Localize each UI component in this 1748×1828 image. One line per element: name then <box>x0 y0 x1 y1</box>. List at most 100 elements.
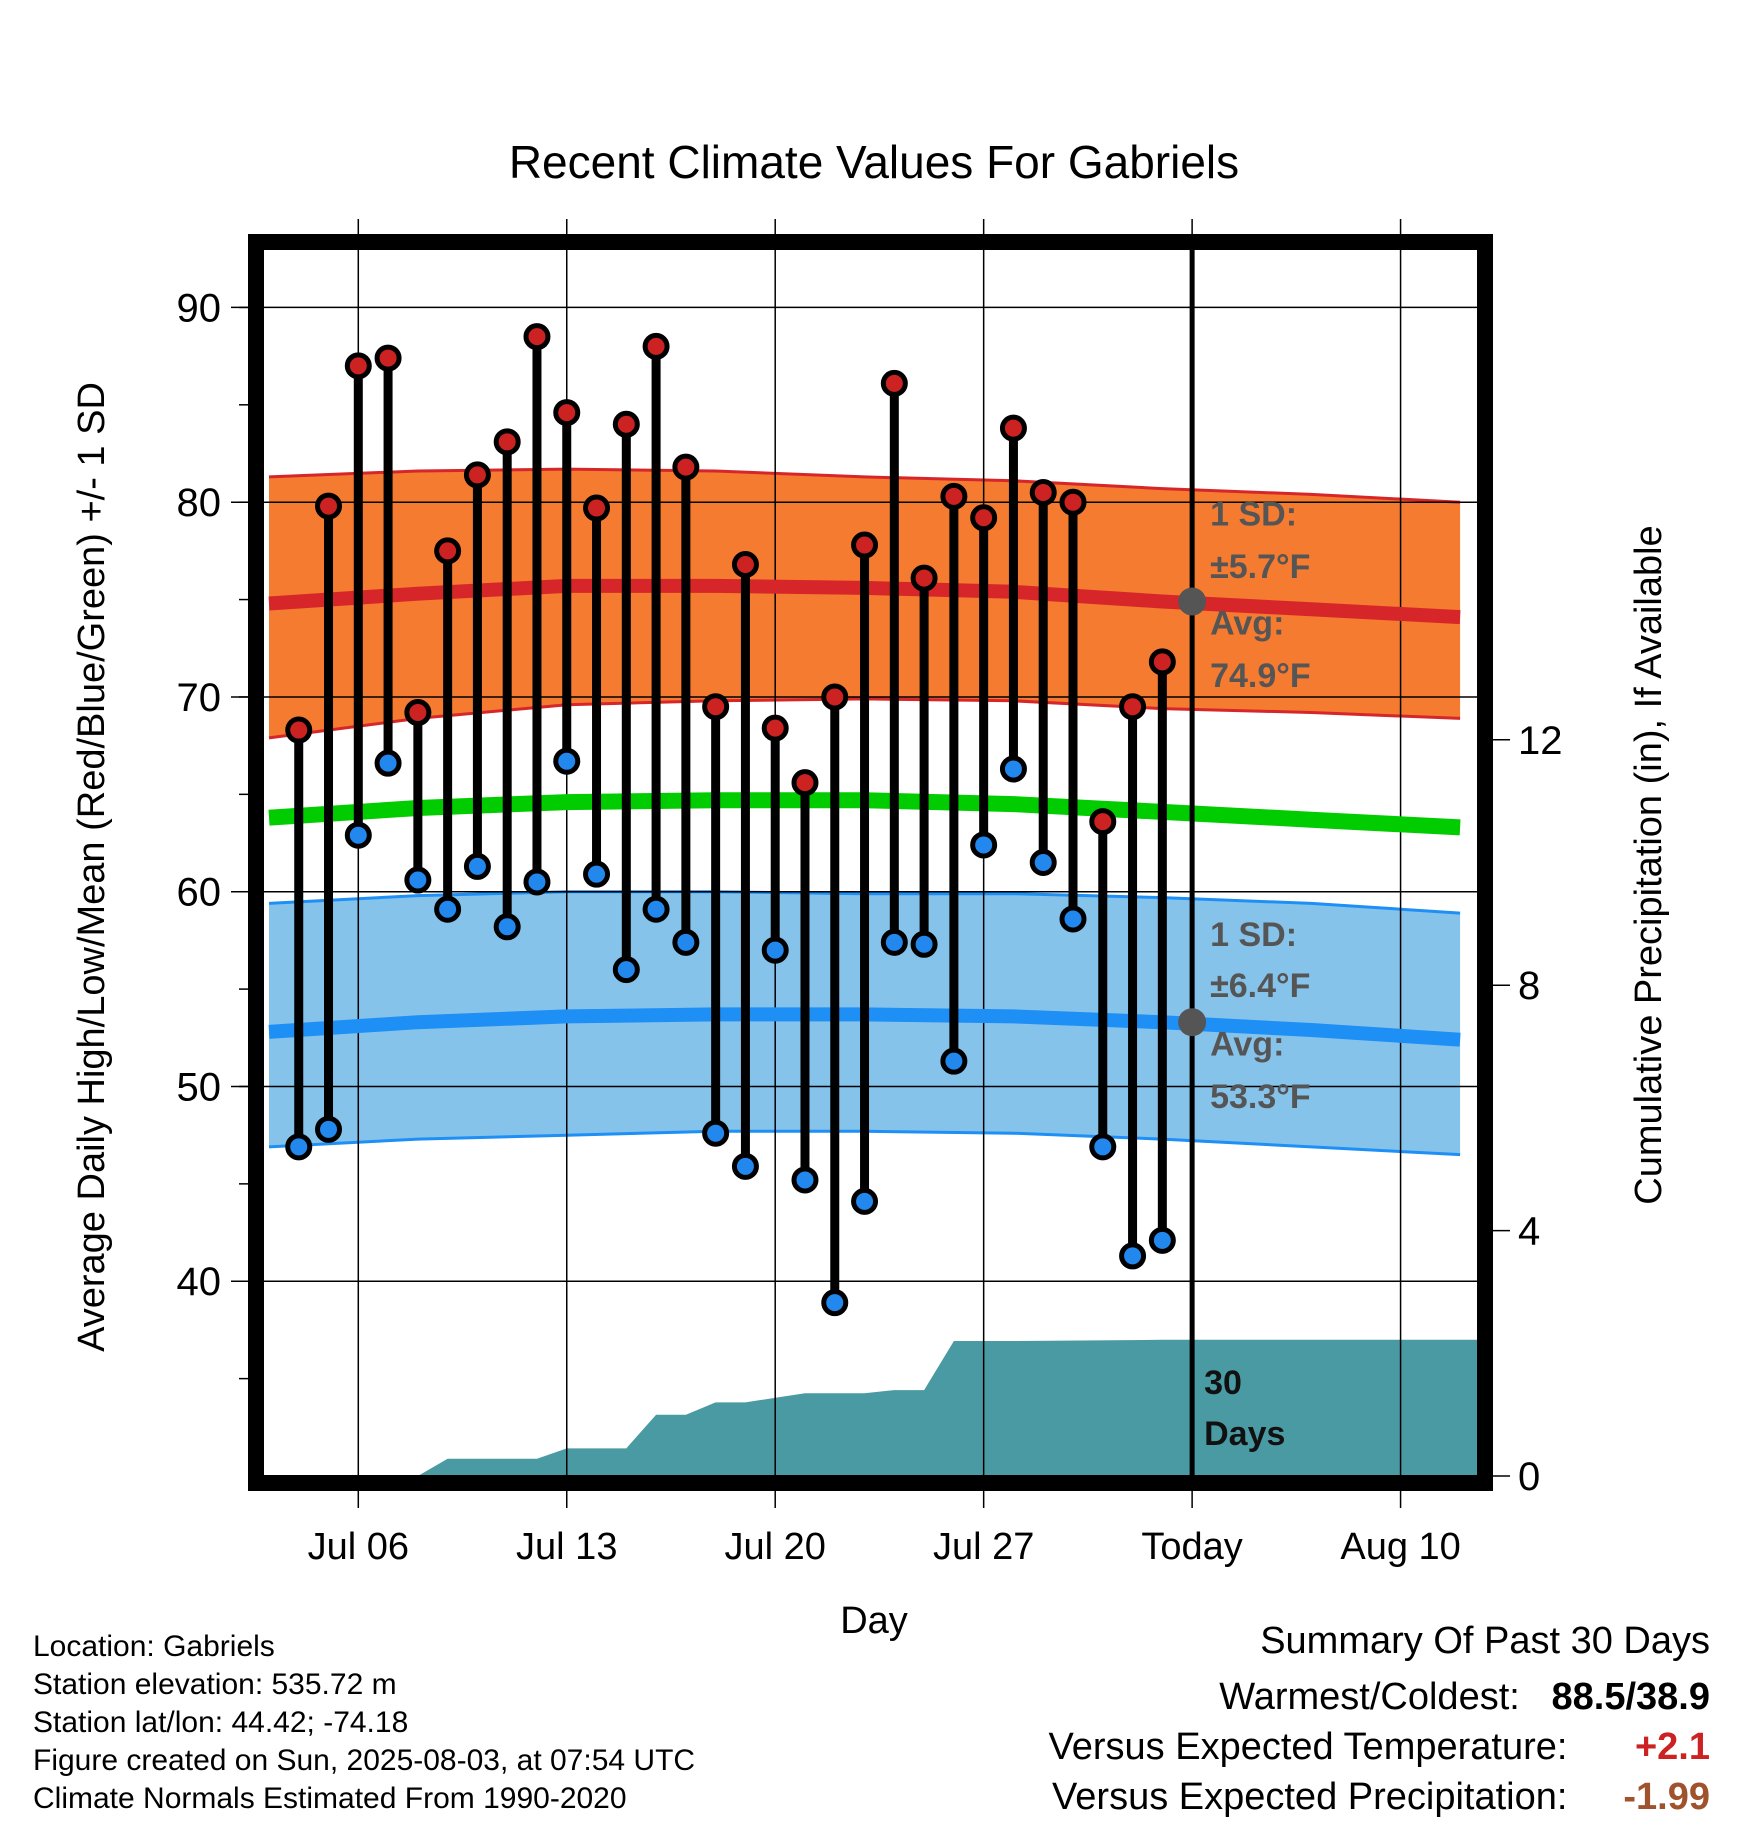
x-tick-label-2: Jul 20 <box>725 1526 826 1568</box>
x-axis-label: Day <box>840 1600 908 1642</box>
low-avg-value: 53.3°F <box>1210 1078 1311 1116</box>
daily-high-point <box>315 492 343 520</box>
daily-high-point <box>851 531 879 559</box>
daily-high-point <box>672 453 700 481</box>
daily-low-point <box>523 868 551 896</box>
y-tick-label-60: 60 <box>177 871 222 915</box>
y-tick-label-50: 50 <box>177 1065 222 1109</box>
daily-low-point <box>285 1133 313 1161</box>
temp-label: Versus Expected Temperature: <box>1048 1726 1568 1768</box>
daily-low-point <box>642 895 670 923</box>
warmest-label: Warmest/Coldest: <box>1219 1676 1520 1718</box>
daily-high-point <box>791 769 819 797</box>
daily-high-point <box>1029 478 1057 506</box>
precip-area <box>269 1339 1478 1476</box>
created-text: Figure created on Sun, 2025-08-03, at 07… <box>33 1744 696 1777</box>
plot-area: 1 SD: ±5.7°F Avg: 74.9°F 1 SD: ±6.4°F Avg: 53.3… <box>177 219 1563 1568</box>
daily-low-point <box>1059 905 1087 933</box>
daily-low-point <box>910 930 938 958</box>
location-text: Location: Gabriels <box>33 1630 275 1663</box>
daily-low-point <box>463 852 491 880</box>
y-tick-label-90: 90 <box>177 286 222 330</box>
daily-high-point <box>612 410 640 438</box>
daily-low-point <box>761 936 789 964</box>
latlon-text: Station lat/lon: 44.42; -74.18 <box>33 1706 409 1739</box>
daily-low-point <box>434 895 462 923</box>
daily-high-point <box>999 414 1027 442</box>
days-count-label: 30 <box>1204 1364 1242 1402</box>
daily-low-point <box>493 913 521 941</box>
daily-low-point <box>851 1187 879 1215</box>
high-sd-label: 1 SD: <box>1210 496 1297 534</box>
daily-low-point <box>791 1166 819 1194</box>
y2-tick-label-0: 0 <box>1518 1455 1540 1499</box>
daily-low-point <box>999 755 1027 783</box>
daily-low-point <box>940 1047 968 1075</box>
daily-low-point <box>404 866 432 894</box>
daily-high-point <box>553 399 581 427</box>
y-axis-label: Average Daily High/Low/Mean (Red/Blue/Gr… <box>71 382 113 1352</box>
daily-high-point <box>493 428 521 456</box>
daily-low-point <box>970 831 998 859</box>
y2-axis-label: Cumulative Precipitation (in), If Availa… <box>1628 525 1670 1204</box>
daily-high-point <box>1119 693 1147 721</box>
daily-low-point <box>672 928 700 956</box>
low-sd-label: 1 SD: <box>1210 916 1297 954</box>
y2-tick-label-4: 4 <box>1518 1210 1540 1254</box>
today-high-normal-marker <box>1178 587 1207 616</box>
daily-low-point <box>880 928 908 956</box>
summary-title: Summary Of Past 30 Days <box>1260 1620 1710 1662</box>
x-tick-label-1: Jul 13 <box>516 1526 617 1568</box>
summary-temp-row: Versus Expected Temperature: +2.1 <box>1049 1726 1710 1769</box>
daily-low-point <box>374 749 402 777</box>
elevation-text: Station elevation: 535.72 m <box>33 1668 397 1701</box>
low-sd-value: ±6.4°F <box>1210 967 1310 1005</box>
daily-high-point <box>642 332 670 360</box>
y-tick-label-40: 40 <box>177 1260 222 1304</box>
daily-low-point <box>344 821 372 849</box>
daily-high-point <box>344 352 372 380</box>
normals-text: Climate Normals Estimated From 1990-2020 <box>33 1782 627 1815</box>
high-sd-value: ±5.7°F <box>1210 548 1310 586</box>
daily-high-point <box>880 369 908 397</box>
daily-high-point <box>1089 808 1117 836</box>
x-tick-label-5: Aug 10 <box>1340 1526 1460 1568</box>
daily-high-point <box>761 714 789 742</box>
daily-high-point <box>404 699 432 727</box>
daily-low-point <box>1119 1242 1147 1270</box>
summary-precip-row: Versus Expected Precipitation: -1.99 <box>1052 1776 1710 1819</box>
daily-low-point <box>731 1152 759 1180</box>
daily-high-point <box>1148 648 1176 676</box>
high-avg-value: 74.9°F <box>1210 657 1311 695</box>
daily-high-point <box>821 683 849 711</box>
daily-high-point <box>583 494 611 522</box>
daily-low-point <box>1148 1226 1176 1254</box>
x-tick-label-0: Jul 06 <box>308 1526 409 1568</box>
high-avg-label: Avg: <box>1210 605 1284 643</box>
warmest-value: 88.5/38.9 <box>1551 1676 1710 1718</box>
days-word-label: Days <box>1204 1415 1285 1453</box>
precip-value: -1.99 <box>1623 1776 1710 1818</box>
daily-low-point <box>553 747 581 775</box>
daily-low-point <box>612 956 640 984</box>
daily-low-point <box>1089 1133 1117 1161</box>
daily-high-point <box>523 323 551 351</box>
station-info: Location: Gabriels Station elevation: 53… <box>33 1628 695 1818</box>
daily-high-point <box>910 564 938 592</box>
daily-low-point <box>315 1115 343 1143</box>
daily-high-point <box>702 693 730 721</box>
daily-low-point <box>583 860 611 888</box>
y-tick-label-70: 70 <box>177 676 222 720</box>
precip-label: Versus Expected Precipitation: <box>1052 1776 1568 1818</box>
x-tick-label-3: Jul 27 <box>933 1526 1034 1568</box>
temp-value: +2.1 <box>1634 1726 1710 1768</box>
y2-tick-label-12: 12 <box>1518 719 1563 763</box>
daily-low-point <box>821 1289 849 1317</box>
daily-high-point <box>374 344 402 372</box>
daily-high-point <box>285 716 313 744</box>
low-avg-label: Avg: <box>1210 1025 1284 1063</box>
daily-low-point <box>1029 849 1057 876</box>
daily-high-point <box>731 551 759 579</box>
plot-frame <box>248 234 1493 1491</box>
